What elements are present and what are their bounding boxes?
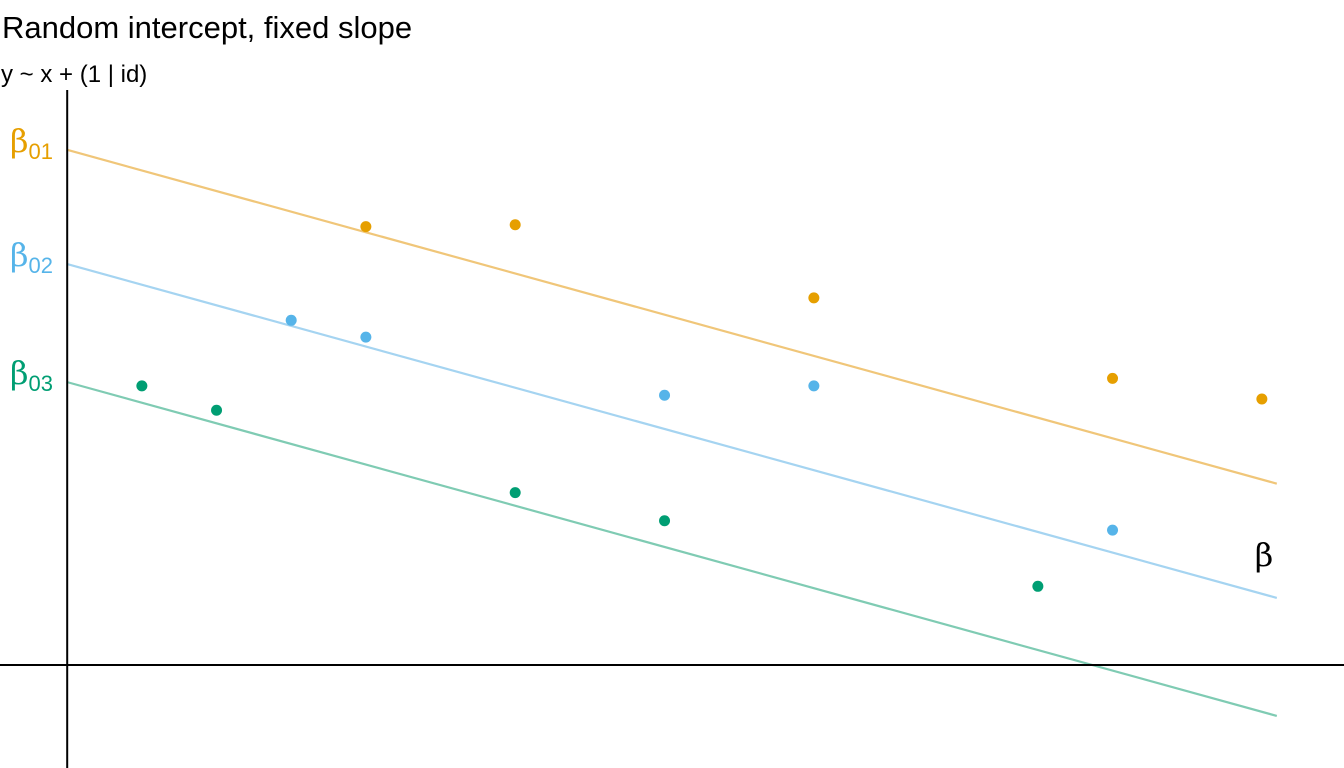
data-point-2-5 [1107,524,1119,536]
fit-line-2 [66,263,1278,599]
intercept-labels: β01 β02 β03 β [10,122,1273,574]
data-point-1-5 [1256,393,1268,405]
intercept-label-3: β03 [10,354,53,396]
data-point-3-5 [1032,580,1044,592]
data-points [136,219,1268,592]
slope-label: β [1255,536,1274,574]
data-point-1-1 [360,221,372,233]
data-point-3-3 [509,487,521,499]
fit-line-1 [66,148,1278,485]
chart-title: Random intercept, fixed slope [2,10,413,45]
data-point-2-1 [285,314,297,326]
data-point-1-2 [509,219,521,231]
data-point-3-1 [136,380,148,392]
intercept-label-2: β02 [10,236,53,278]
data-point-3-2 [211,404,223,416]
data-point-3-4 [659,515,671,527]
chart-subtitle: y ~ x + (1 | id) [1,61,148,88]
fit-lines [66,148,1278,717]
data-point-2-4 [808,380,820,392]
data-point-2-2 [360,331,372,343]
data-point-2-3 [659,389,671,401]
axes [0,90,1344,768]
data-point-1-3 [808,292,820,304]
fit-line-3 [66,381,1278,717]
intercept-label-1: β01 [10,122,53,164]
data-point-1-4 [1107,372,1119,384]
